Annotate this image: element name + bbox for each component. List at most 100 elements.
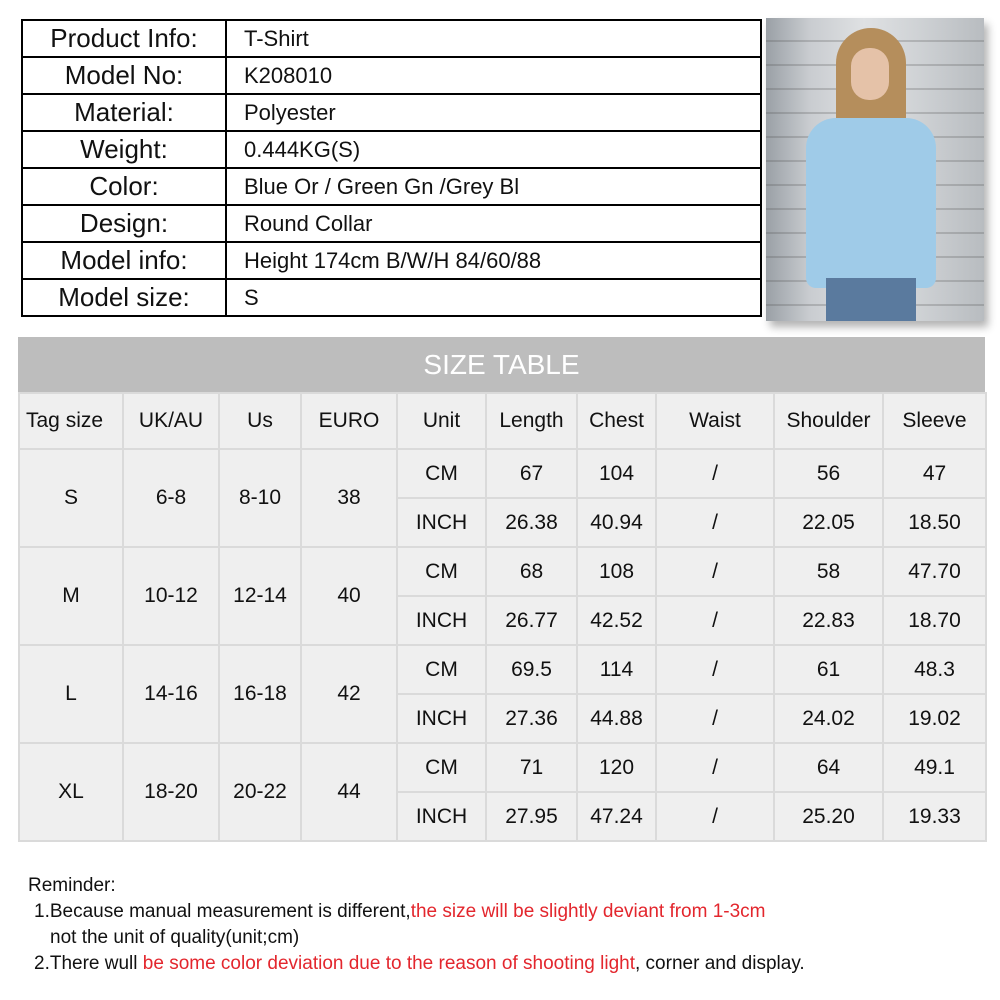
cell-euro: 44 bbox=[300, 742, 398, 842]
cell-cm: CM bbox=[396, 546, 487, 597]
size-row-inch: INCH 27.36 44.88/24.02 19.02 bbox=[19, 693, 987, 744]
cell-inch: 40.94 bbox=[576, 497, 657, 548]
cell-cm: CM bbox=[396, 448, 487, 499]
reminder-line-2: 2.There wull be some color deviation due… bbox=[34, 953, 805, 974]
cell-cm: / bbox=[655, 742, 775, 793]
cell-cm: 49.1 bbox=[882, 742, 987, 793]
cell-cm: / bbox=[655, 644, 775, 695]
info-value: Polyester bbox=[225, 93, 762, 132]
size-row: XL 18-20 20-22 44 CM 71 120/64 49.1 bbox=[18, 742, 987, 842]
cell-inch: 27.36 bbox=[485, 693, 578, 744]
info-value: 0.444KG(S) bbox=[225, 130, 762, 169]
model-photo bbox=[766, 18, 984, 321]
cell-cm: / bbox=[655, 546, 775, 597]
cell-inch: INCH bbox=[396, 791, 487, 842]
column-header: Unit bbox=[396, 392, 487, 450]
cell-cm: 68 bbox=[485, 546, 578, 597]
reminder: Reminder: 1.Because manual measurement i… bbox=[28, 873, 805, 977]
cell-inch: 47.24 bbox=[576, 791, 657, 842]
cell-inch: 24.02 bbox=[773, 693, 884, 744]
column-header: Waist bbox=[655, 392, 775, 450]
info-label: Model info: bbox=[21, 241, 227, 280]
cell-inch: 19.33 bbox=[882, 791, 987, 842]
info-value: K208010 bbox=[225, 56, 762, 95]
cell-uk: 6-8 bbox=[122, 448, 220, 548]
cell-inch: 26.77 bbox=[485, 595, 578, 646]
column-header: Tag size bbox=[18, 392, 124, 450]
size-row-inch: INCH 26.77 42.52/22.83 18.70 bbox=[19, 595, 987, 646]
info-row: Model info: Height 174cm B/W/H 84/60/88 bbox=[21, 241, 762, 280]
info-row: Design: Round Collar bbox=[21, 204, 762, 243]
info-row: Material: Polyester bbox=[21, 93, 762, 132]
cell-inch: INCH bbox=[396, 595, 487, 646]
info-label: Model size: bbox=[21, 278, 227, 317]
cell-cm: 58 bbox=[773, 546, 884, 597]
cell-inch: 18.70 bbox=[882, 595, 987, 646]
product-info-table: Product Info: T-Shirt Model No: K208010 Mate… bbox=[21, 19, 762, 317]
reminder-title: Reminder: bbox=[28, 875, 116, 896]
size-row-inch: INCH 27.95 47.24/25.20 19.33 bbox=[19, 791, 987, 842]
info-label: Material: bbox=[21, 93, 227, 132]
column-header: Us bbox=[218, 392, 302, 450]
cell-inch: 19.02 bbox=[882, 693, 987, 744]
cell-us: 8-10 bbox=[218, 448, 302, 548]
reminder-line-1b: not the unit of quality(unit;cm) bbox=[50, 927, 300, 948]
cell-cm: / bbox=[655, 448, 775, 499]
info-row: Color: Blue Or / Green Gn /Grey Bl bbox=[21, 167, 762, 206]
cell-cm: 47.70 bbox=[882, 546, 987, 597]
info-value: Round Collar bbox=[225, 204, 762, 243]
cell-cm: 47 bbox=[882, 448, 987, 499]
cell-inch: / bbox=[655, 791, 775, 842]
cell-cm: CM bbox=[396, 644, 487, 695]
cell-tag: L bbox=[18, 644, 124, 744]
size-row: S 6-8 8-10 38 CM 67 104/56 47 bbox=[18, 448, 987, 548]
cell-cm: 67 bbox=[485, 448, 578, 499]
cell-cm: 56 bbox=[773, 448, 884, 499]
cell-euro: 38 bbox=[300, 448, 398, 548]
info-row: Model No: K208010 bbox=[21, 56, 762, 95]
info-label: Color: bbox=[21, 167, 227, 206]
cell-tag: XL bbox=[18, 742, 124, 842]
cell-cm: 64 bbox=[773, 742, 884, 793]
cell-euro: 40 bbox=[300, 546, 398, 646]
cell-tag: M bbox=[18, 546, 124, 646]
cell-cm: 108 bbox=[576, 546, 657, 597]
cell-inch: 27.95 bbox=[485, 791, 578, 842]
column-header: Length bbox=[485, 392, 578, 450]
cell-cm: 61 bbox=[773, 644, 884, 695]
column-header: Sleeve bbox=[882, 392, 987, 450]
cell-inch: / bbox=[655, 693, 775, 744]
cell-inch: 26.38 bbox=[485, 497, 578, 548]
cell-inch: 22.05 bbox=[773, 497, 884, 548]
cell-inch: 22.83 bbox=[773, 595, 884, 646]
cell-inch: INCH bbox=[396, 497, 487, 548]
cell-uk: 14-16 bbox=[122, 644, 220, 744]
cell-inch: 42.52 bbox=[576, 595, 657, 646]
size-row: L 14-16 16-18 42 CM 69.5 114/61 48.3 bbox=[18, 644, 987, 744]
cell-euro: 42 bbox=[300, 644, 398, 744]
size-row-inch: INCH 26.38 40.94/22.05 18.50 bbox=[19, 497, 987, 548]
info-value: T-Shirt bbox=[225, 19, 762, 58]
cell-cm: 114 bbox=[576, 644, 657, 695]
column-header: Shoulder bbox=[773, 392, 884, 450]
cell-us: 12-14 bbox=[218, 546, 302, 646]
cell-cm: 69.5 bbox=[485, 644, 578, 695]
info-value: S bbox=[225, 278, 762, 317]
cell-inch: 44.88 bbox=[576, 693, 657, 744]
info-label: Model No: bbox=[21, 56, 227, 95]
cell-cm: 48.3 bbox=[882, 644, 987, 695]
size-table: Tag size UK/AU Us EURO Unit Length Chest Waist S… bbox=[18, 392, 987, 842]
cell-cm: 71 bbox=[485, 742, 578, 793]
cell-inch: / bbox=[655, 595, 775, 646]
cell-uk: 18-20 bbox=[122, 742, 220, 842]
cell-tag: S bbox=[18, 448, 124, 548]
info-value: Blue Or / Green Gn /Grey Bl bbox=[225, 167, 762, 206]
info-label: Design: bbox=[21, 204, 227, 243]
info-row: Weight: 0.444KG(S) bbox=[21, 130, 762, 169]
cell-inch: 18.50 bbox=[882, 497, 987, 548]
column-header: Chest bbox=[576, 392, 657, 450]
cell-inch: 25.20 bbox=[773, 791, 884, 842]
cell-cm: 104 bbox=[576, 448, 657, 499]
cell-cm: 120 bbox=[576, 742, 657, 793]
info-row: Model size: S bbox=[21, 278, 762, 317]
